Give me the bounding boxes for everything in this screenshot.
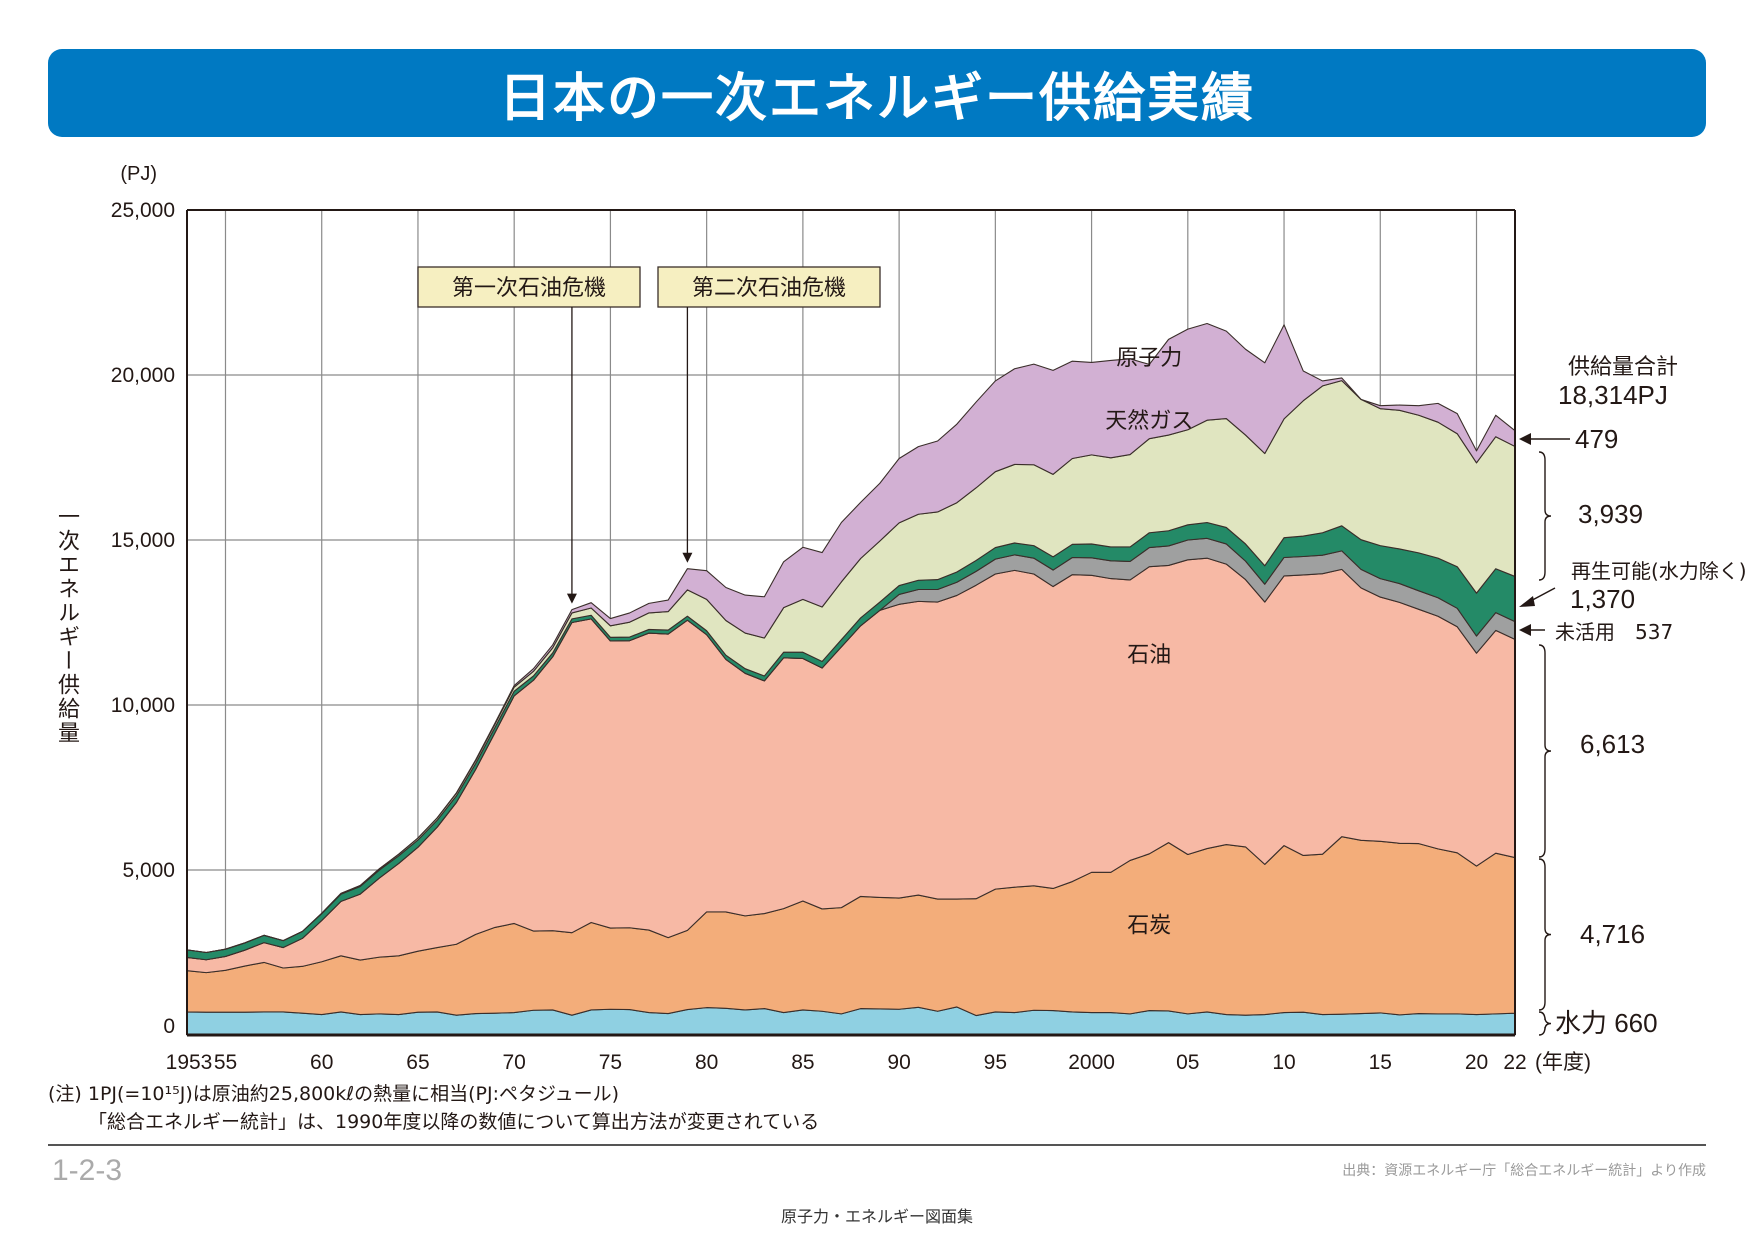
x-tick-label: 1953	[166, 1051, 213, 1074]
source-credit: 出典：資源エネルギー庁「総合エネルギー統計」より作成	[1342, 1163, 1706, 1179]
y-tick-label: 25,000	[111, 199, 175, 222]
x-tick-label: 15	[1369, 1051, 1392, 1074]
total-value: 18,314PJ	[1558, 380, 1668, 410]
x-tick-label: 05	[1176, 1051, 1199, 1074]
page-code: 1-2-3	[52, 1154, 123, 1187]
arrow-left-icon	[1519, 596, 1535, 607]
arrow-head-icon	[682, 552, 693, 563]
brace-oil	[1538, 644, 1552, 858]
brace-gas	[1538, 451, 1552, 581]
coal-value: 4,716	[1580, 919, 1645, 949]
annotation-label: 第一次石油危機	[452, 276, 606, 301]
y-tick-label: 20,000	[111, 364, 175, 387]
x-tick-label: 95	[984, 1051, 1007, 1074]
notes: (注) 1PJ(=10¹⁵J)は原油約25,800kℓの熱量に相当(PJ:ペタジ…	[48, 1080, 819, 1136]
x-tick-label: 22	[1503, 1051, 1526, 1074]
note-line-2: 「総合エネルギー統計」は、1990年度以降の数値について算出方法が変更されている	[88, 1111, 820, 1133]
renewables-title: 再生可能(水力除く)	[1571, 559, 1747, 583]
x-tick-label: 2000	[1068, 1051, 1115, 1074]
y-tick-label: 15,000	[111, 529, 175, 552]
brace-hydro	[1538, 1011, 1552, 1036]
annotation-box	[417, 266, 641, 308]
x-tick-label: 65	[406, 1051, 429, 1074]
series-label-nuclear: 原子力	[1116, 346, 1182, 371]
hydro-value: 水力 660	[1555, 1008, 1658, 1038]
title-banner: 日本の一次エネルギー供給実績	[48, 49, 1706, 137]
brace-coal	[1538, 858, 1552, 1011]
oil-crisis-annotations: 第一次石油危機 第二次石油危機	[417, 266, 881, 604]
gas-value: 3,939	[1578, 499, 1643, 529]
y-tick-label: 0	[163, 1015, 175, 1038]
book-title: 原子力・エネルギー図面集	[780, 1207, 973, 1226]
arrow-left-icon	[1519, 624, 1531, 636]
total-title: 供給量合計	[1568, 355, 1678, 380]
divider	[48, 1144, 1706, 1146]
x-tick-label: 80	[695, 1051, 718, 1074]
x-tick-label: 85	[791, 1051, 814, 1074]
x-tick-label: 10	[1272, 1051, 1295, 1074]
arrow-head-icon	[566, 593, 577, 604]
x-unit-label: (年度)	[1535, 1051, 1591, 1074]
nuclear-value: 479	[1575, 424, 1618, 454]
series-label-gas: 天然ガス	[1105, 409, 1193, 434]
x-tick-label: 55	[214, 1051, 237, 1074]
y-unit-label: (PJ)	[120, 163, 157, 185]
oil-value: 6,613	[1580, 729, 1645, 759]
series-label-coal: 石炭	[1127, 914, 1171, 939]
y-axis-label: 一次エネルギー供給量	[54, 505, 79, 745]
x-tick-label: 20	[1465, 1051, 1488, 1074]
y-tick-label: 10,000	[111, 694, 175, 717]
note-line-1: (注) 1PJ(=10¹⁵J)は原油約25,800kℓの熱量に相当(PJ:ペタジ…	[48, 1083, 620, 1105]
tick-labels: 0 5,000 10,000 15,000 20,000 25,000 (PJ) 1953 55…	[111, 163, 1591, 1074]
stacked-areas	[186, 322, 1516, 1036]
x-tick-label: 90	[887, 1051, 910, 1074]
x-tick-label: 75	[599, 1051, 622, 1074]
y-tick-label: 5,000	[122, 859, 175, 882]
x-tick-label: 60	[310, 1051, 333, 1074]
axes	[186, 209, 1516, 1037]
arrow-left-icon	[1519, 433, 1531, 445]
series-label-oil: 石油	[1127, 643, 1171, 668]
annotation-label: 第二次石油危機	[692, 276, 846, 301]
renewables-value: 1,370	[1570, 584, 1635, 614]
annotation-box	[657, 266, 881, 308]
x-tick-label: 70	[503, 1051, 526, 1074]
unused-value: 未活用 537	[1555, 620, 1673, 644]
page-title: 日本の一次エネルギー供給実績	[498, 68, 1255, 129]
